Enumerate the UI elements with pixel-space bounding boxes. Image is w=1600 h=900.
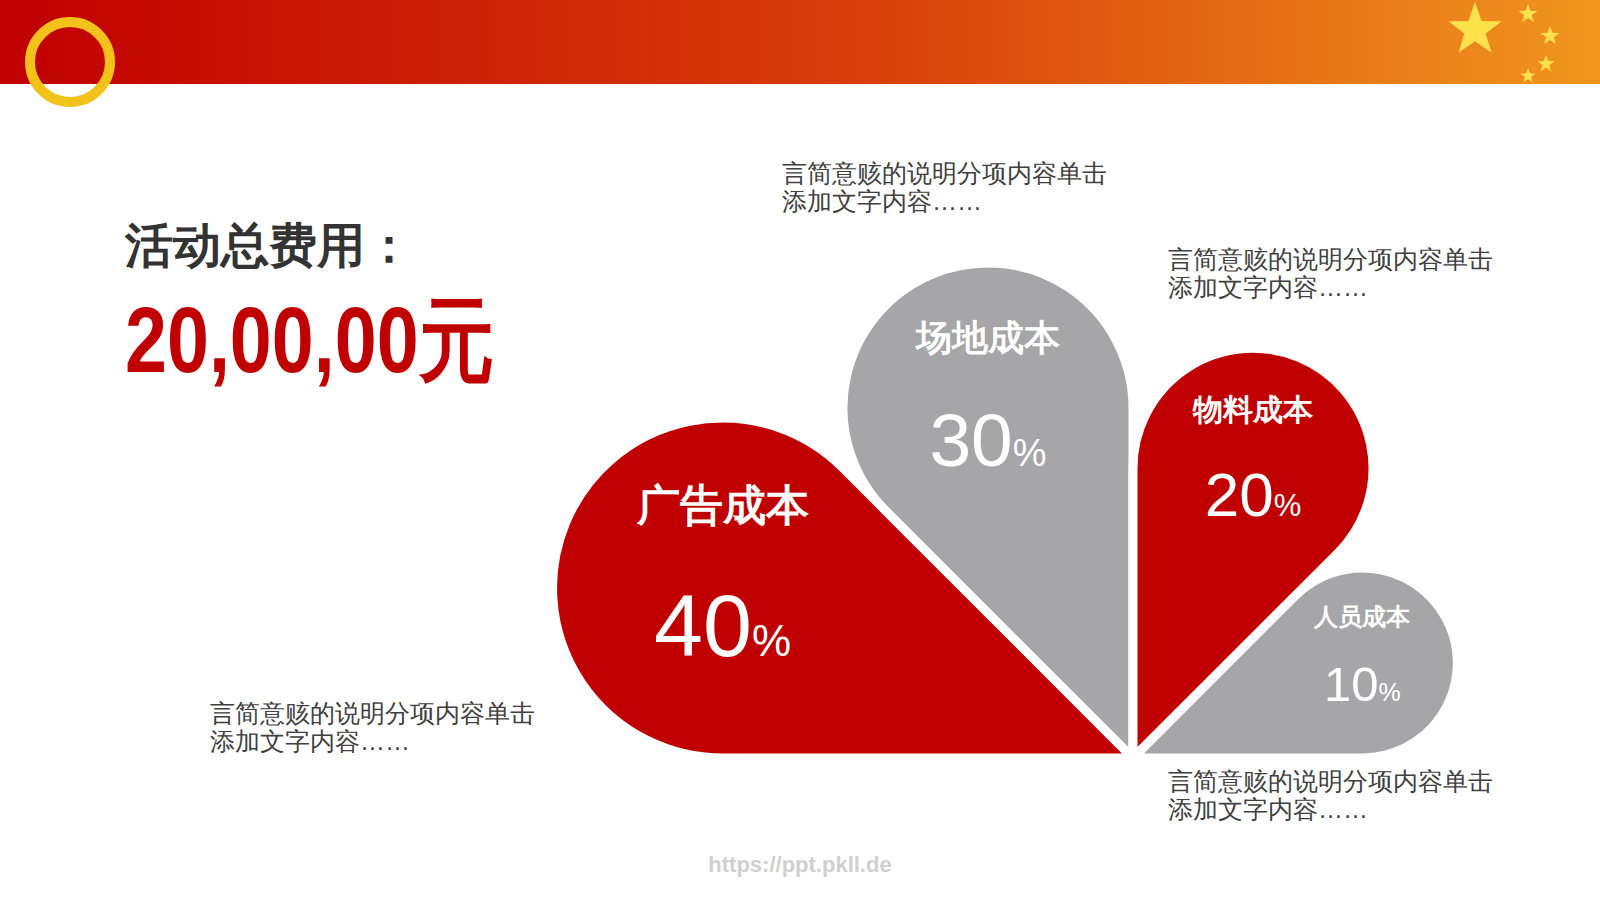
annotation: 言简意赅的说明分项内容单击添加文字内容…… [1168,767,1493,823]
petals [553,263,1458,758]
slide: 活动总费用： 20,00,00元广告成本 40% 场地成本 30% 物料成本 20% 人员成本… [0,0,1600,900]
petal-labels: 广告成本 40% 场地成本 30% 物料成本 20% 人员成本 10% [636,317,1412,711]
star [1537,55,1554,71]
title: 活动总费用： [124,219,413,272]
value-label: 20% [1205,460,1302,529]
star [1541,26,1560,44]
star [1519,4,1538,22]
value-label: 10% [1324,657,1401,711]
category-label: 物料成本 [1192,393,1314,426]
petal [843,263,1133,758]
star [1520,68,1535,83]
category-label: 场地成本 [914,317,1060,358]
emblem [30,22,110,102]
annotation: 言简意赅的说明分项内容单击添加文字内容…… [210,699,535,755]
subtitle: 20,00,00元 [125,289,494,392]
petal [1133,568,1457,758]
header-band [0,0,1600,84]
value-label: 40% [654,576,791,675]
source: https://ppt.pkll.de [708,852,891,877]
header-stars [1448,2,1559,83]
category-label: 人员成本 [1313,603,1411,630]
annotation: 言简意赅的说明分项内容单击添加文字内容…… [782,159,1107,215]
annotation: 言简意赅的说明分项内容单击添加文字内容…… [1168,245,1493,301]
value-label: 30% [929,398,1046,482]
category-label: 广告成本 [636,481,809,529]
star [1448,2,1501,53]
